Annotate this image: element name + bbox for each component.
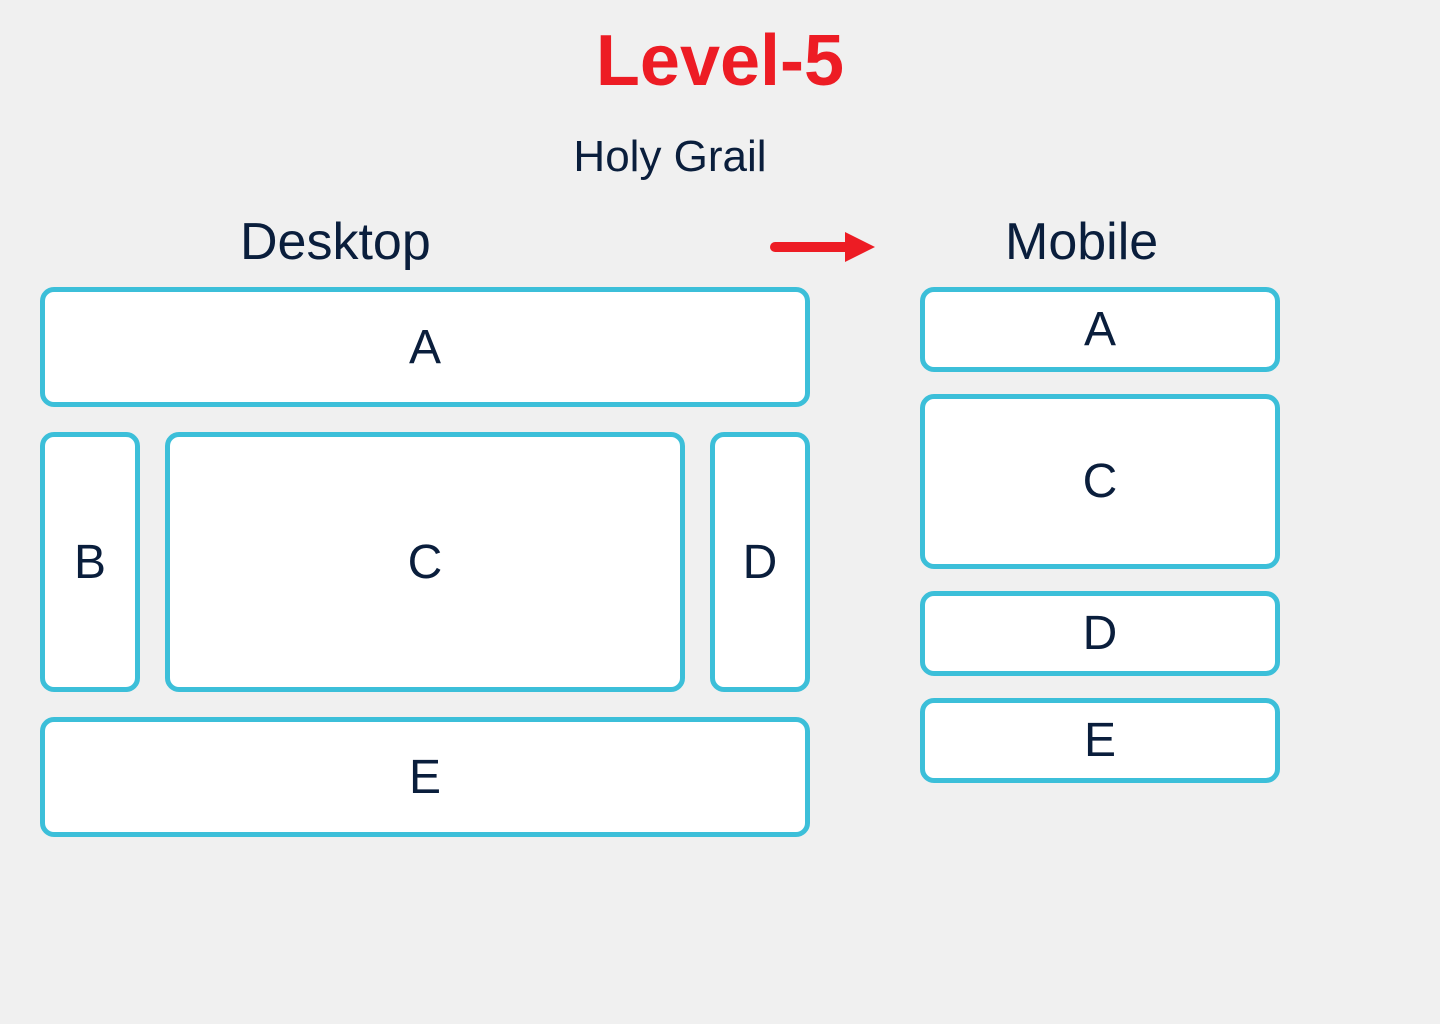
mobile-box-a: A xyxy=(920,287,1280,372)
mobile-box-c: C xyxy=(920,394,1280,569)
desktop-box-c: C xyxy=(165,432,685,692)
mobile-box-d: D xyxy=(920,591,1280,676)
desktop-label: Desktop xyxy=(240,212,431,272)
desktop-box-b: B xyxy=(40,432,140,692)
mobile-label: Mobile xyxy=(1005,212,1158,272)
level-title: Level-5 xyxy=(40,20,1400,102)
desktop-diagram: A B C D E xyxy=(40,287,810,837)
diagrams-container: A B C D E A C D E xyxy=(40,287,1400,837)
desktop-box-d: D xyxy=(710,432,810,692)
mobile-box-e: E xyxy=(920,698,1280,783)
labels-row: Desktop Mobile xyxy=(40,212,1400,272)
desktop-box-a: A xyxy=(40,287,810,407)
desktop-middle-row: B C D xyxy=(40,432,810,692)
desktop-box-e: E xyxy=(40,717,810,837)
layout-subtitle: Holy Grail xyxy=(0,132,1400,182)
arrow-icon xyxy=(770,227,880,272)
mobile-diagram: A C D E xyxy=(920,287,1280,837)
